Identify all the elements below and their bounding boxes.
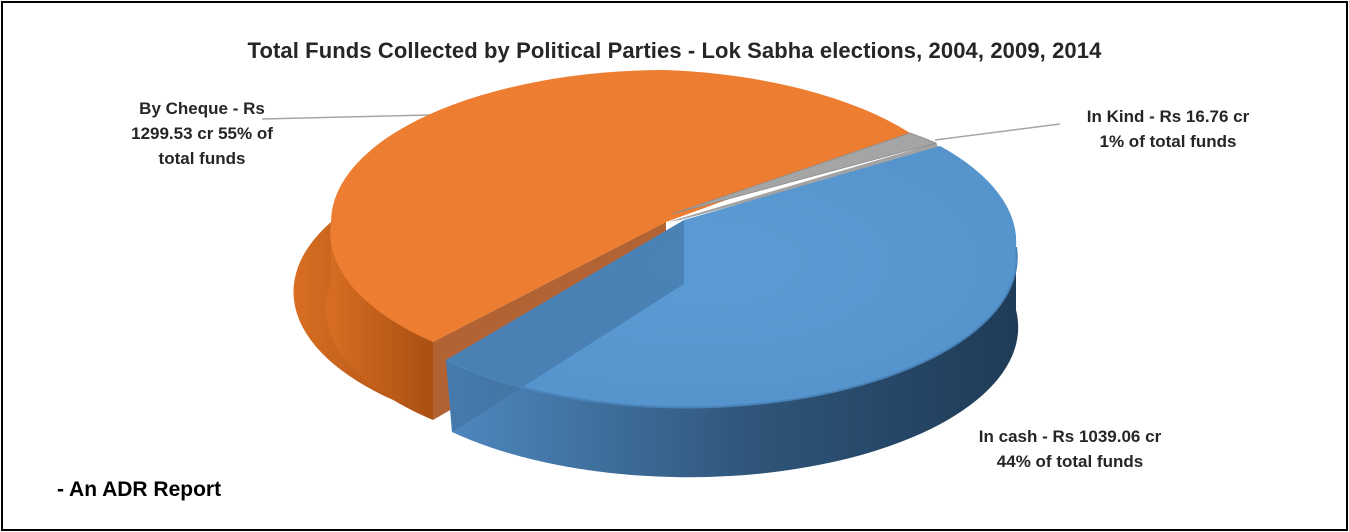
data-label-cash-line1: In cash - Rs 1039.06 cr [978,427,1162,446]
leader-line-kind [934,123,1061,141]
data-label-kind: In Kind - Rs 16.76 cr 1% of total funds [1048,104,1288,154]
data-label-kind-line1: In Kind - Rs 16.76 cr [1086,107,1250,126]
data-label-cheque: By Cheque - Rs 1299.53 cr 55% of total f… [52,96,352,171]
data-label-cheque-line2: 1299.53 cr 55% of [131,124,273,143]
slice-kind-top[interactable] [671,132,938,215]
data-label-cheque-line3: total funds [158,149,246,168]
slice-cheque-wall [325,222,433,420]
slice-cash-cut [446,220,684,432]
data-label-kind-line2: 1% of total funds [1099,132,1237,151]
data-label-cash: In cash - Rs 1039.06 cr 44% of total fun… [920,424,1220,474]
data-label-cheque-line1: By Cheque - Rs [139,99,265,118]
slice-cash-wall [446,247,1019,478]
report-source-note: - An ADR Report [57,478,222,501]
chart-title: Total Funds Collected by Political Parti… [247,38,1102,63]
data-label-cash-line2: 44% of total funds [996,452,1144,471]
slice-kind-edge [668,143,940,222]
slice-cheque-top[interactable] [330,70,910,342]
slice-cash-rim [445,246,1018,409]
